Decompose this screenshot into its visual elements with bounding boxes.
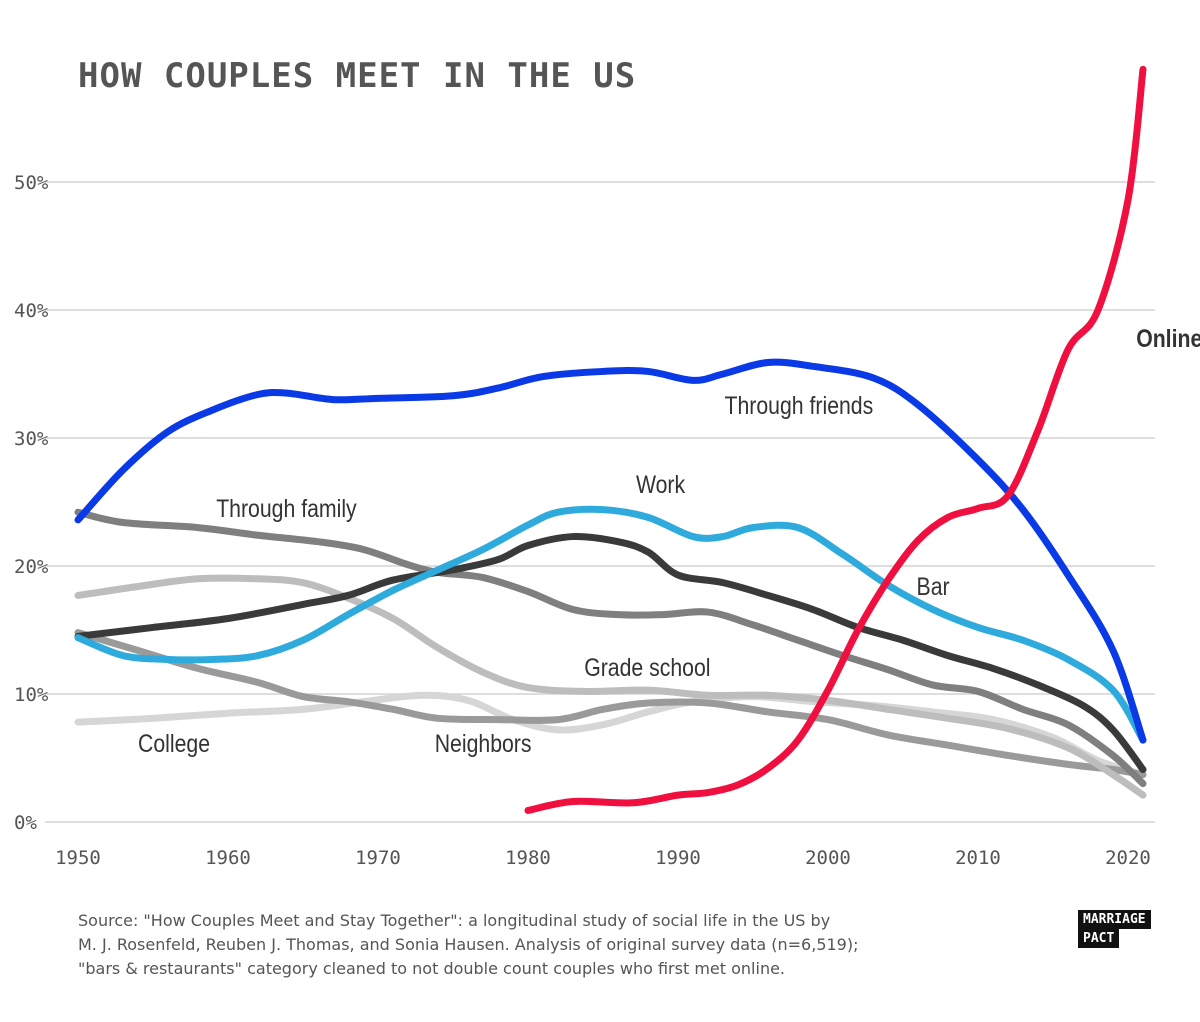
x-tick-label: 1980 [505, 847, 551, 869]
y-tick-label: 10% [14, 684, 49, 706]
series-line-neighbors [74, 629, 1147, 779]
series-label-neighbors: Neighbors [435, 729, 532, 757]
x-tick-label: 2000 [805, 847, 851, 869]
series-line-college [74, 691, 1147, 779]
series-label-grade-school: Grade school [584, 653, 710, 681]
y-tick-label: 20% [14, 556, 49, 578]
series-line-grade-school [74, 574, 1147, 799]
x-tick-label: 1970 [355, 847, 401, 869]
series-label-through-family: Through family [216, 494, 357, 522]
series-label-college: College [138, 729, 210, 757]
series-label-online: Online [1136, 324, 1200, 352]
y-tick-label: 50% [14, 172, 49, 194]
series-line-bar [74, 532, 1147, 774]
source-line: Source: "How Couples Meet and Stay Toget… [78, 911, 831, 930]
marriage-pact-logo: MARRIAGE PACT [1078, 910, 1151, 948]
source-note: Source: "How Couples Meet and Stay Toget… [78, 909, 978, 981]
x-tick-label: 1960 [205, 847, 251, 869]
y-tick-label: 40% [14, 300, 49, 322]
series-line-online [524, 65, 1147, 814]
x-tick-label: 1990 [655, 847, 701, 869]
x-tick-label: 2010 [955, 847, 1001, 869]
source-line: M. J. Rosenfeld, Reuben J. Thomas, and S… [78, 935, 859, 954]
source-line: "bars & restaurants" category cleaned to… [78, 959, 786, 978]
y-tick-label: 0% [14, 812, 37, 834]
chart-title: HOW COUPLES MEET IN THE US [78, 56, 637, 96]
series-label-work: Work [636, 470, 686, 498]
series-line-work [74, 505, 1147, 744]
x-tick-label: 1950 [55, 847, 101, 869]
series-line-through-family [74, 508, 1147, 788]
series-label-bar: Bar [917, 572, 950, 600]
series-label-through-friends: Through friends [725, 391, 874, 419]
series-line-through-friends [74, 358, 1147, 744]
y-tick-label: 30% [14, 428, 49, 450]
x-tick-label: 2020 [1105, 847, 1151, 869]
